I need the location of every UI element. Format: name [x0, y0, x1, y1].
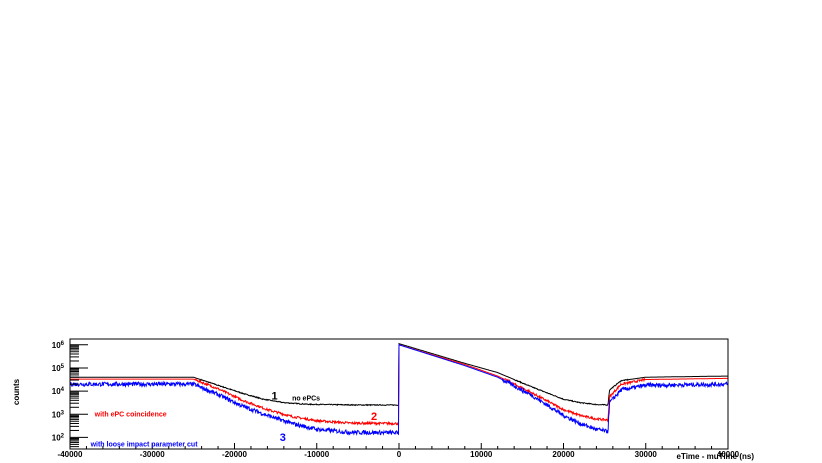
series-3-line — [69, 344, 728, 436]
y-tick-base: 10 — [52, 433, 61, 442]
y-tick-base: 10 — [52, 364, 61, 373]
annotation-3: with ePC coincidence — [94, 412, 167, 419]
x-tick-label: -10000 — [304, 450, 329, 459]
y-tick-label: 105 — [52, 364, 65, 373]
y-axis-title: counts — [12, 378, 21, 405]
series-layer — [69, 342, 728, 436]
x-tick-label: 30000 — [635, 450, 658, 459]
annotation-layer: 1 no ePCs with ePC coincidence 2 3 with loose… — [90, 391, 378, 449]
x-tick-label: -20000 — [222, 450, 247, 459]
x-tick-label: 40000 — [717, 450, 740, 459]
x-axis: -40000 -30000 -20000 -10000 0 10000 20000 30000… — [58, 443, 740, 459]
y-tick-exponent: 3 — [61, 410, 65, 416]
x-tick-label: 10000 — [470, 450, 493, 459]
x-tick-label: 0 — [397, 450, 402, 459]
annotation-6: with loose impact parameter cut — [90, 442, 199, 449]
x-axis-title: eTime - muTime (ns) — [677, 452, 755, 461]
annotation-4: 2 — [371, 411, 377, 423]
annotation-2: no ePCs — [292, 395, 320, 402]
y-tick-exponent: 6 — [61, 341, 65, 347]
x-tick-label: -30000 — [140, 450, 165, 459]
y-tick-exponent: 4 — [61, 387, 65, 393]
y-tick-base: 10 — [52, 410, 61, 419]
annotation-5: 3 — [280, 432, 286, 444]
annotation-1: 1 — [272, 391, 278, 403]
y-tick-label: 103 — [52, 410, 65, 419]
y-tick-exponent: 5 — [61, 364, 65, 370]
y-tick-base: 10 — [52, 341, 61, 350]
x-tick-label: -40000 — [58, 450, 83, 459]
y-tick-base: 10 — [52, 387, 61, 396]
x-tick-label: 20000 — [552, 450, 575, 459]
y-tick-exponent: 2 — [61, 433, 65, 439]
y-tick-label: 106 — [52, 341, 65, 350]
y-tick-label: 102 — [52, 433, 65, 442]
y-tick-label: 104 — [52, 387, 65, 396]
